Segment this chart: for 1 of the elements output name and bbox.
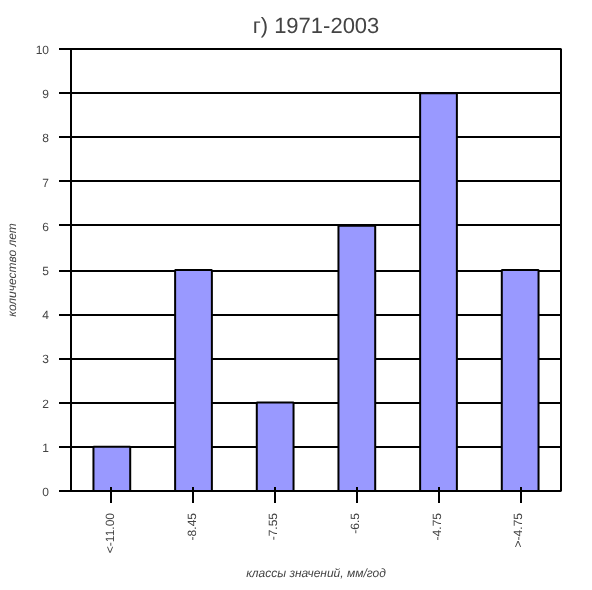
chart-title: г) 1971-2003 [252,15,380,39]
